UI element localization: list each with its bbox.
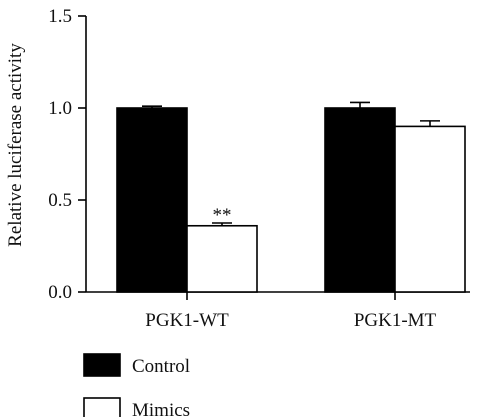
significance-marker: **: [213, 205, 232, 226]
legend-swatch-control: [83, 353, 121, 377]
bar-mimics-pgk1-mt: [394, 125, 466, 293]
x-tick-label: PGK1-MT: [354, 310, 437, 331]
y-tick-label: 0.0: [48, 282, 72, 303]
legend-label-control: Control: [132, 356, 190, 377]
legend: Control Mimics: [83, 353, 190, 417]
x-tick-label: PGK1-WT: [145, 310, 229, 331]
legend-swatch-mimics: [83, 397, 121, 417]
bar-mimics-pgk1-wt: [186, 224, 258, 293]
bars: [116, 101, 466, 293]
bar-control-pgk1-wt: [116, 107, 188, 293]
y-tick-label: 0.5: [48, 190, 72, 211]
y-axis-title-group: Relative luciferase activity: [5, 43, 26, 247]
y-axis-title: Relative luciferase activity: [5, 43, 26, 247]
y-tick-label: 1.5: [48, 6, 72, 27]
y-tick-label: 1.0: [48, 98, 72, 119]
legend-label-mimics: Mimics: [132, 400, 190, 417]
bar-control-pgk1-mt: [324, 107, 396, 293]
annotations: **: [213, 205, 232, 226]
